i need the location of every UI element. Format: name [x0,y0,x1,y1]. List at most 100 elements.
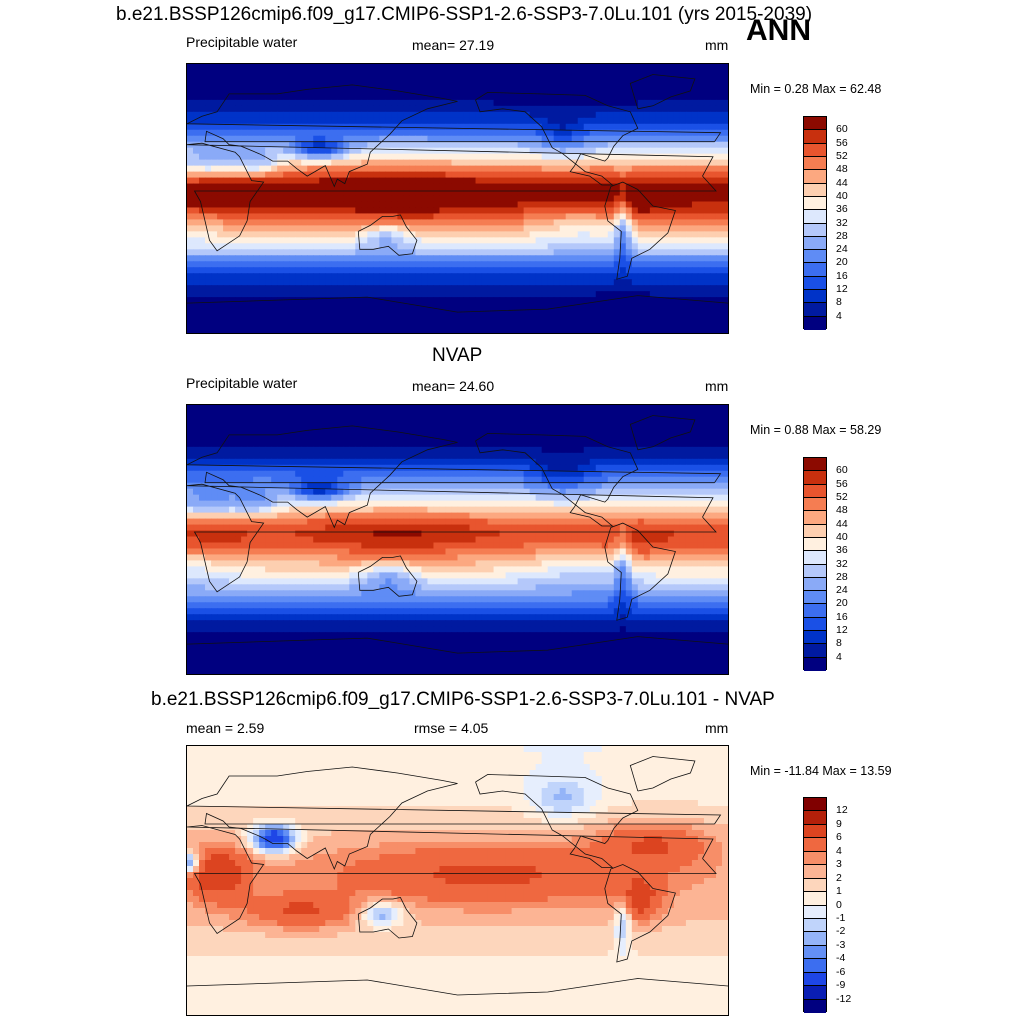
map-cell [193,243,200,250]
map-cell [529,428,537,436]
map-cell [223,129,230,137]
map-cell [661,428,669,436]
map-cell [301,87,308,95]
map-cell [601,99,609,107]
map-cell [337,219,344,226]
map-cell [241,261,248,268]
map-cell [373,201,380,209]
map-cell [613,183,621,191]
map-cell [535,105,543,113]
map-cell [619,213,627,221]
map-cell [391,261,398,268]
map-cell [487,207,495,215]
map-cell [409,303,417,310]
map-cell [223,243,230,250]
map-cell [613,434,621,442]
map-cell [571,237,579,244]
map-cell [229,201,236,209]
panel1-minmax-label: Min = 0.28 Max = 62.48 [750,82,882,96]
map-cell [625,291,633,298]
map-cell [301,315,308,322]
map-cell [691,405,699,412]
map-cell [277,446,284,454]
map-cell [553,147,561,155]
map-cell [259,64,266,71]
map-cell [475,225,483,232]
map-cell [475,327,483,333]
map-cell [481,147,489,155]
map-cell [625,189,633,197]
map-cell [415,135,423,143]
map-cell [649,440,657,448]
map-cell [223,405,230,412]
map-cell [421,165,429,173]
map-cell [325,117,332,125]
map-cell [397,255,404,262]
map-cell [643,87,651,95]
map-cell [505,291,513,298]
map-cell [661,87,669,95]
map-cell [361,207,368,215]
map-cell [679,428,687,436]
map-cell [577,135,585,143]
map-cell [337,273,344,280]
map-cell [511,273,519,280]
map-cell [289,422,296,430]
map-cell [559,81,567,89]
map-cell [583,410,591,418]
map-cell [421,225,429,232]
map-cell [313,123,320,131]
map-cell [577,405,585,412]
map-cell [475,189,483,197]
map-cell [697,243,705,250]
map-cell [577,446,585,454]
panel1-title: b.e21.BSSP126cmip6.f09_g17.CMIP6-SSP1-2.… [116,4,813,25]
map-cell [427,297,435,304]
map-cell [463,267,471,274]
map-cell [355,207,362,215]
map-cell [445,64,453,71]
map-cell [439,69,447,77]
map-cell [511,159,519,167]
map-cell [205,117,212,125]
map-cell [253,201,260,209]
map-cell [415,273,423,280]
map-cell [217,410,224,418]
map-cell [391,452,398,460]
map-cell [601,207,609,215]
map-cell [367,105,374,113]
map-cell [271,405,278,412]
map-cell [235,123,242,131]
map-cell [673,93,681,101]
map-cell [373,225,380,232]
map-cell [187,321,194,328]
map-cell [439,129,447,137]
map-cell [325,297,332,304]
map-cell [631,183,639,191]
map-cell [673,261,681,268]
map-cell [613,297,621,304]
map-cell [295,99,302,107]
map-cell [445,141,453,149]
map-cell [325,111,332,119]
map-cell [403,105,411,113]
map-cell [547,416,555,424]
map-cell [373,279,380,286]
map-cell [697,123,705,131]
map-cell [349,434,356,442]
map-cell [205,267,212,274]
map-cell [535,69,543,77]
map-cell [469,249,477,256]
map-cell [223,440,230,448]
map-cell [211,207,218,215]
map-cell [655,446,663,454]
map-cell [289,183,296,191]
map-cell [637,285,645,292]
map-cell [403,452,411,460]
map-cell [253,458,260,466]
map-cell [607,69,615,77]
map-cell [229,75,236,83]
map-cell [469,410,477,418]
map-cell [241,243,248,250]
map-cell [253,291,260,298]
